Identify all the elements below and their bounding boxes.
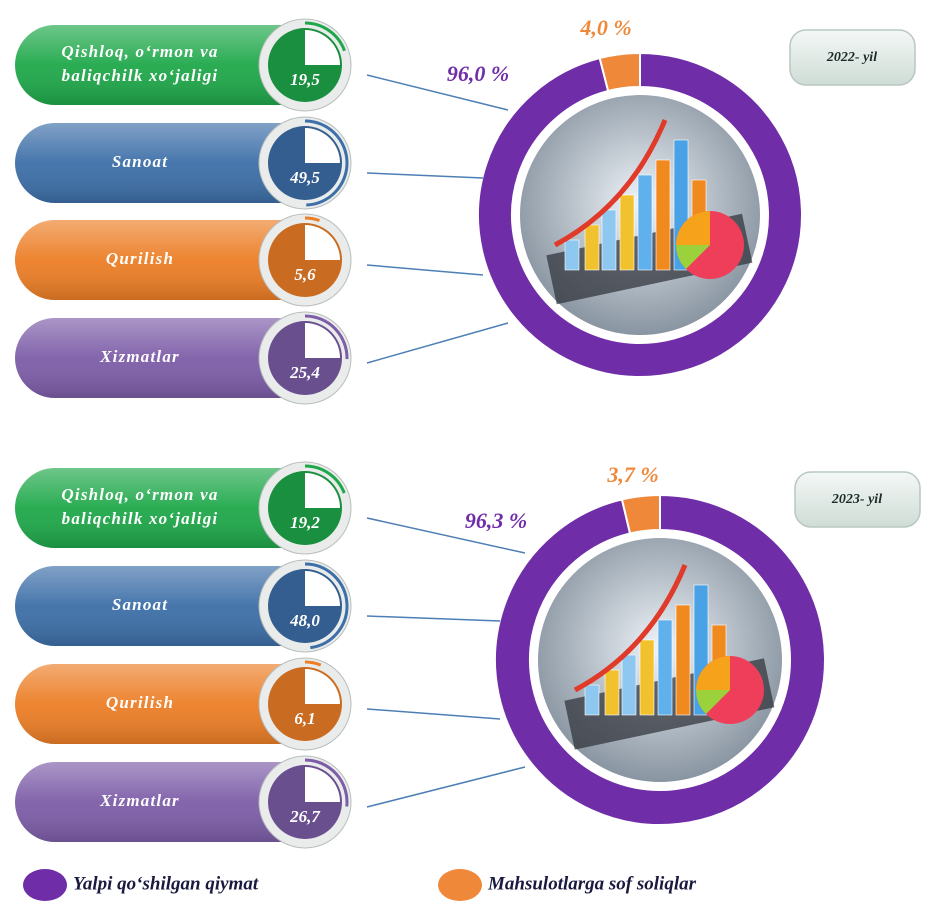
chart-title: 2023- yil [831,492,882,507]
sector-value: 19,5 [290,70,320,89]
sector-value: 49,5 [289,168,320,187]
value-label: 96,3 % [465,508,527,533]
connector [367,767,525,807]
sector-name: Sanoat [112,595,168,614]
sector-value: 25,4 [289,363,320,382]
sector-name: Qurilish [106,693,174,712]
sector-name: Sanoat [112,152,168,171]
infographic: 2022- yil 96,0 % 4,0 % Qishloq, o‘rmon va ba… [0,0,928,903]
sector-value: 19,2 [290,513,320,532]
value-label: 96,0 % [447,61,509,86]
donut-segment [622,495,660,533]
connector [367,323,508,363]
sector-name: Xizmatlar [99,347,180,366]
legend-label: Mahsulotlarga sof soliqlar [487,873,697,894]
sector-name: Qurilish [106,249,174,268]
sector-name: Qishloq, o‘rmon va [61,42,218,61]
image-bar [622,655,636,715]
legend-swatch [23,869,67,901]
sector-name: Xizmatlar [99,791,180,810]
chart-title: 2022- yil [826,50,877,65]
sector-name: baliqchilk xo‘jaligi [62,66,219,85]
image-bar [620,195,634,270]
sector-value: 26,7 [289,807,321,826]
image-bar [676,605,690,715]
image-bar [656,160,670,270]
image-bar [565,240,579,270]
image-bar [638,175,652,270]
legend-label: Yalpi qo‘shilgan qiymat [73,873,259,894]
image-bar [602,210,616,270]
image-bar [658,620,672,715]
connector [367,616,500,621]
chart: 2023- yil 96,3 % 3,7 % Qishloq, o‘rmon va ba… [15,462,920,848]
connector [367,265,483,275]
value-label: 3,7 % [606,462,658,487]
image-bar [585,685,599,715]
sector-value: 5,6 [294,265,316,284]
chart: 2022- yil 96,0 % 4,0 % Qishloq, o‘rmon va ba… [15,15,915,404]
image-bar [605,670,619,715]
sector-value: 6,1 [294,709,315,728]
legend-swatch [438,869,482,901]
sector-value: 48,0 [289,611,320,630]
image-bar [585,225,599,270]
image-bar [640,640,654,715]
donut-segment [600,53,640,91]
connector [367,173,483,178]
sector-name: baliqchilk xo‘jaligi [62,509,219,528]
connector [367,709,500,719]
value-label: 4,0 % [579,15,631,40]
sector-name: Qishloq, o‘rmon va [61,485,218,504]
